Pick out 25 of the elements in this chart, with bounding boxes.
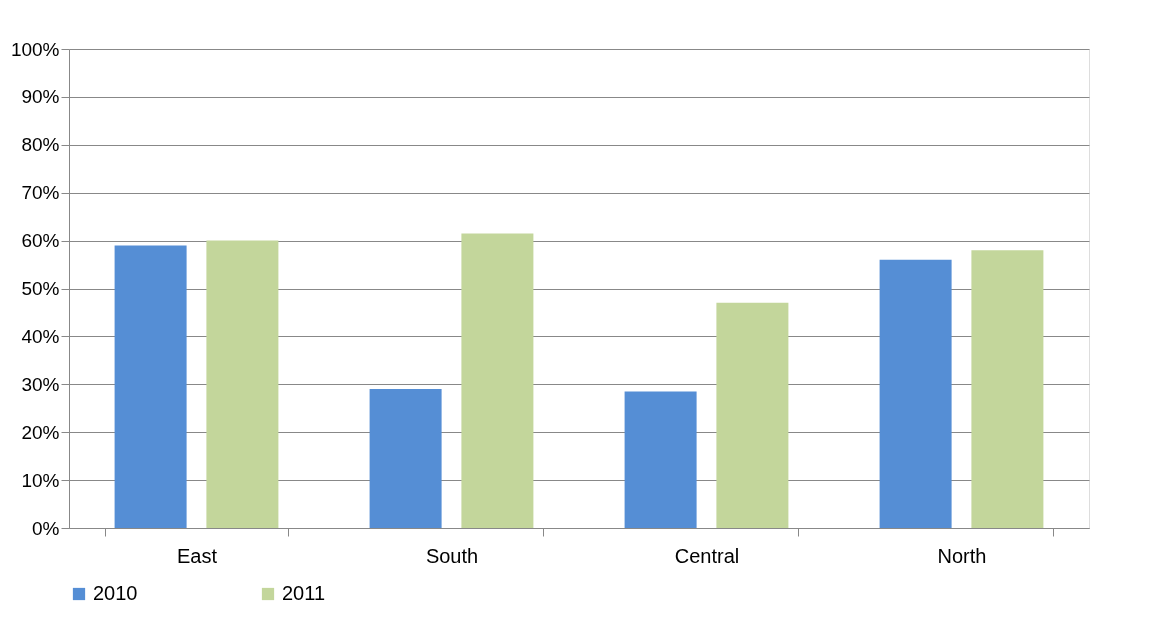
- bar: [114, 245, 187, 528]
- legend-label: 2011: [282, 582, 326, 604]
- bar: [624, 391, 697, 528]
- bar: [461, 233, 534, 528]
- y-tick-label: 60%: [21, 230, 60, 252]
- bar: [879, 259, 952, 528]
- y-tick-label: 40%: [21, 325, 60, 347]
- bar: [971, 250, 1044, 528]
- y-tick-label: 50%: [21, 278, 60, 299]
- y-tick-label: 70%: [21, 182, 60, 204]
- y-tick-label: 10%: [21, 469, 60, 491]
- x-tick-label: North: [937, 544, 987, 567]
- bar: [369, 389, 442, 528]
- legend-label: 2010: [93, 582, 138, 604]
- x-tick-label: South: [425, 544, 479, 567]
- y-tick-label: 20%: [21, 421, 60, 443]
- y-tick-label: 100%: [10, 38, 60, 60]
- y-tick-label: 90%: [21, 86, 60, 108]
- bar: [716, 302, 789, 528]
- bar: [206, 240, 279, 528]
- x-tick-label: East: [176, 544, 218, 567]
- y-tick-label: 30%: [21, 373, 60, 395]
- y-tick-label: 0%: [32, 517, 60, 539]
- x-tick-label: Central: [674, 544, 740, 567]
- y-tick-label: 80%: [21, 134, 60, 156]
